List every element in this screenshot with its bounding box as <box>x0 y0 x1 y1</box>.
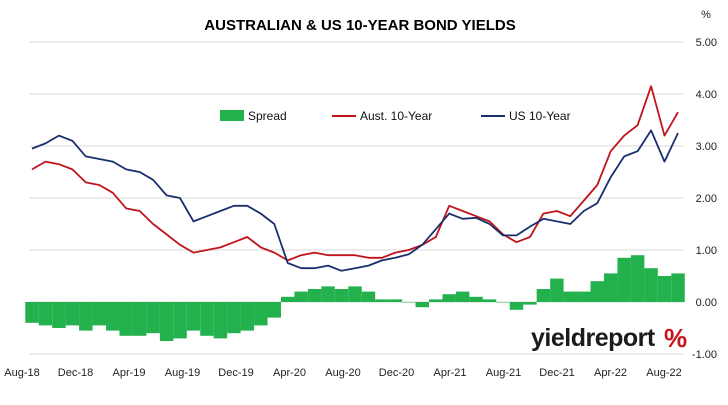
spread-bar <box>402 302 416 303</box>
spread-bar <box>603 273 618 302</box>
y-axis-unit-label: % <box>701 9 711 21</box>
spread-bar <box>550 278 564 302</box>
spread-bar <box>52 302 66 328</box>
y-tick-label: 0.00 <box>696 297 717 309</box>
x-tick-label: Aug-20 <box>325 367 360 379</box>
spread-bar <box>267 302 281 318</box>
y-tick-label: 4.00 <box>696 89 717 101</box>
spread-bar <box>482 299 497 302</box>
spread-bar <box>294 291 308 302</box>
spread-bar <box>240 302 255 331</box>
spread-bar <box>25 302 39 323</box>
spread-bar <box>65 302 80 326</box>
legend: Spread Aust. 10-Year US 10-Year <box>220 109 571 123</box>
y-tick-label: -1.00 <box>692 349 717 361</box>
spread-bar <box>388 299 403 302</box>
y-tick-label: 1.00 <box>696 245 717 257</box>
series-line-aust-10-year <box>31 85 679 262</box>
y-tick-label: 3.00 <box>696 141 717 153</box>
spread-bar <box>348 286 362 302</box>
spread-bar <box>509 302 524 310</box>
spread-bar <box>146 302 160 334</box>
spread-bar <box>334 289 349 302</box>
spread-bar <box>254 302 268 326</box>
x-tick-label: Apr-19 <box>112 367 145 379</box>
spread-bar <box>442 294 456 302</box>
spread-bar <box>536 289 551 302</box>
x-tick-label: Dec-18 <box>58 367 93 379</box>
spread-bar <box>132 302 147 336</box>
chart-title: AUSTRALIAN & US 10-YEAR BOND YIELDS <box>204 17 515 34</box>
spread-bar <box>496 302 510 303</box>
spread-bar <box>38 302 53 326</box>
axis-labels: 5.00 4.00 3.00 2.00 1.00 0.00 -1.00 Aug-18 Dec-1… <box>4 37 717 379</box>
x-tick-label: Apr-21 <box>433 367 466 379</box>
spread-bar <box>159 302 174 341</box>
spread-bar <box>590 281 604 302</box>
x-tick-label: Dec-21 <box>539 367 574 379</box>
x-tick-label: Aug-22 <box>646 367 681 379</box>
x-tick-label: Aug-19 <box>165 367 200 379</box>
yieldreport-logo: yieldreport % <box>531 323 687 353</box>
spread-bar <box>429 299 443 302</box>
brand-name: yieldreport <box>531 324 656 352</box>
spread-bar <box>173 302 187 339</box>
legend-label: US 10-Year <box>509 109 571 123</box>
brand-percent-icon: % <box>664 323 687 353</box>
spread-bars <box>25 255 685 341</box>
spread-bar <box>361 291 376 302</box>
spread-bar <box>227 302 241 334</box>
y-tick-label: 5.00 <box>696 37 717 49</box>
spread-bar <box>106 302 120 331</box>
spread-bar <box>644 268 658 302</box>
x-tick-label: Apr-20 <box>273 367 306 379</box>
spread-bar <box>186 302 201 331</box>
legend-swatch-spread <box>220 110 244 121</box>
y-tick-label: 2.00 <box>696 193 717 205</box>
legend-label: Spread <box>248 109 287 123</box>
yield-lines <box>31 85 679 272</box>
spread-bar <box>523 302 537 305</box>
x-tick-label: Dec-19 <box>218 367 253 379</box>
x-tick-label: Apr-22 <box>594 367 627 379</box>
spread-bar <box>307 289 322 302</box>
spread-bar <box>469 296 483 302</box>
spread-bar <box>375 299 389 302</box>
spread-bar <box>657 276 672 302</box>
spread-bar <box>415 302 430 308</box>
spread-bar <box>563 291 578 302</box>
spread-bar <box>577 291 591 302</box>
spread-bar <box>617 257 631 302</box>
x-tick-label: Dec-20 <box>379 367 414 379</box>
series-line-us-10-year <box>31 129 679 272</box>
x-tick-label: Aug-21 <box>486 367 521 379</box>
spread-bar <box>455 291 470 302</box>
spread-bar <box>630 255 645 302</box>
x-tick-label: Aug-18 <box>4 367 39 379</box>
spread-bar <box>200 302 214 336</box>
spread-bar <box>92 302 107 326</box>
spread-bar <box>321 286 335 302</box>
spread-bar <box>119 302 133 336</box>
spread-bar <box>213 302 228 339</box>
legend-label: Aust. 10-Year <box>360 109 432 123</box>
spread-bar <box>79 302 93 331</box>
spread-bar <box>671 273 685 302</box>
spread-bar <box>280 296 295 302</box>
